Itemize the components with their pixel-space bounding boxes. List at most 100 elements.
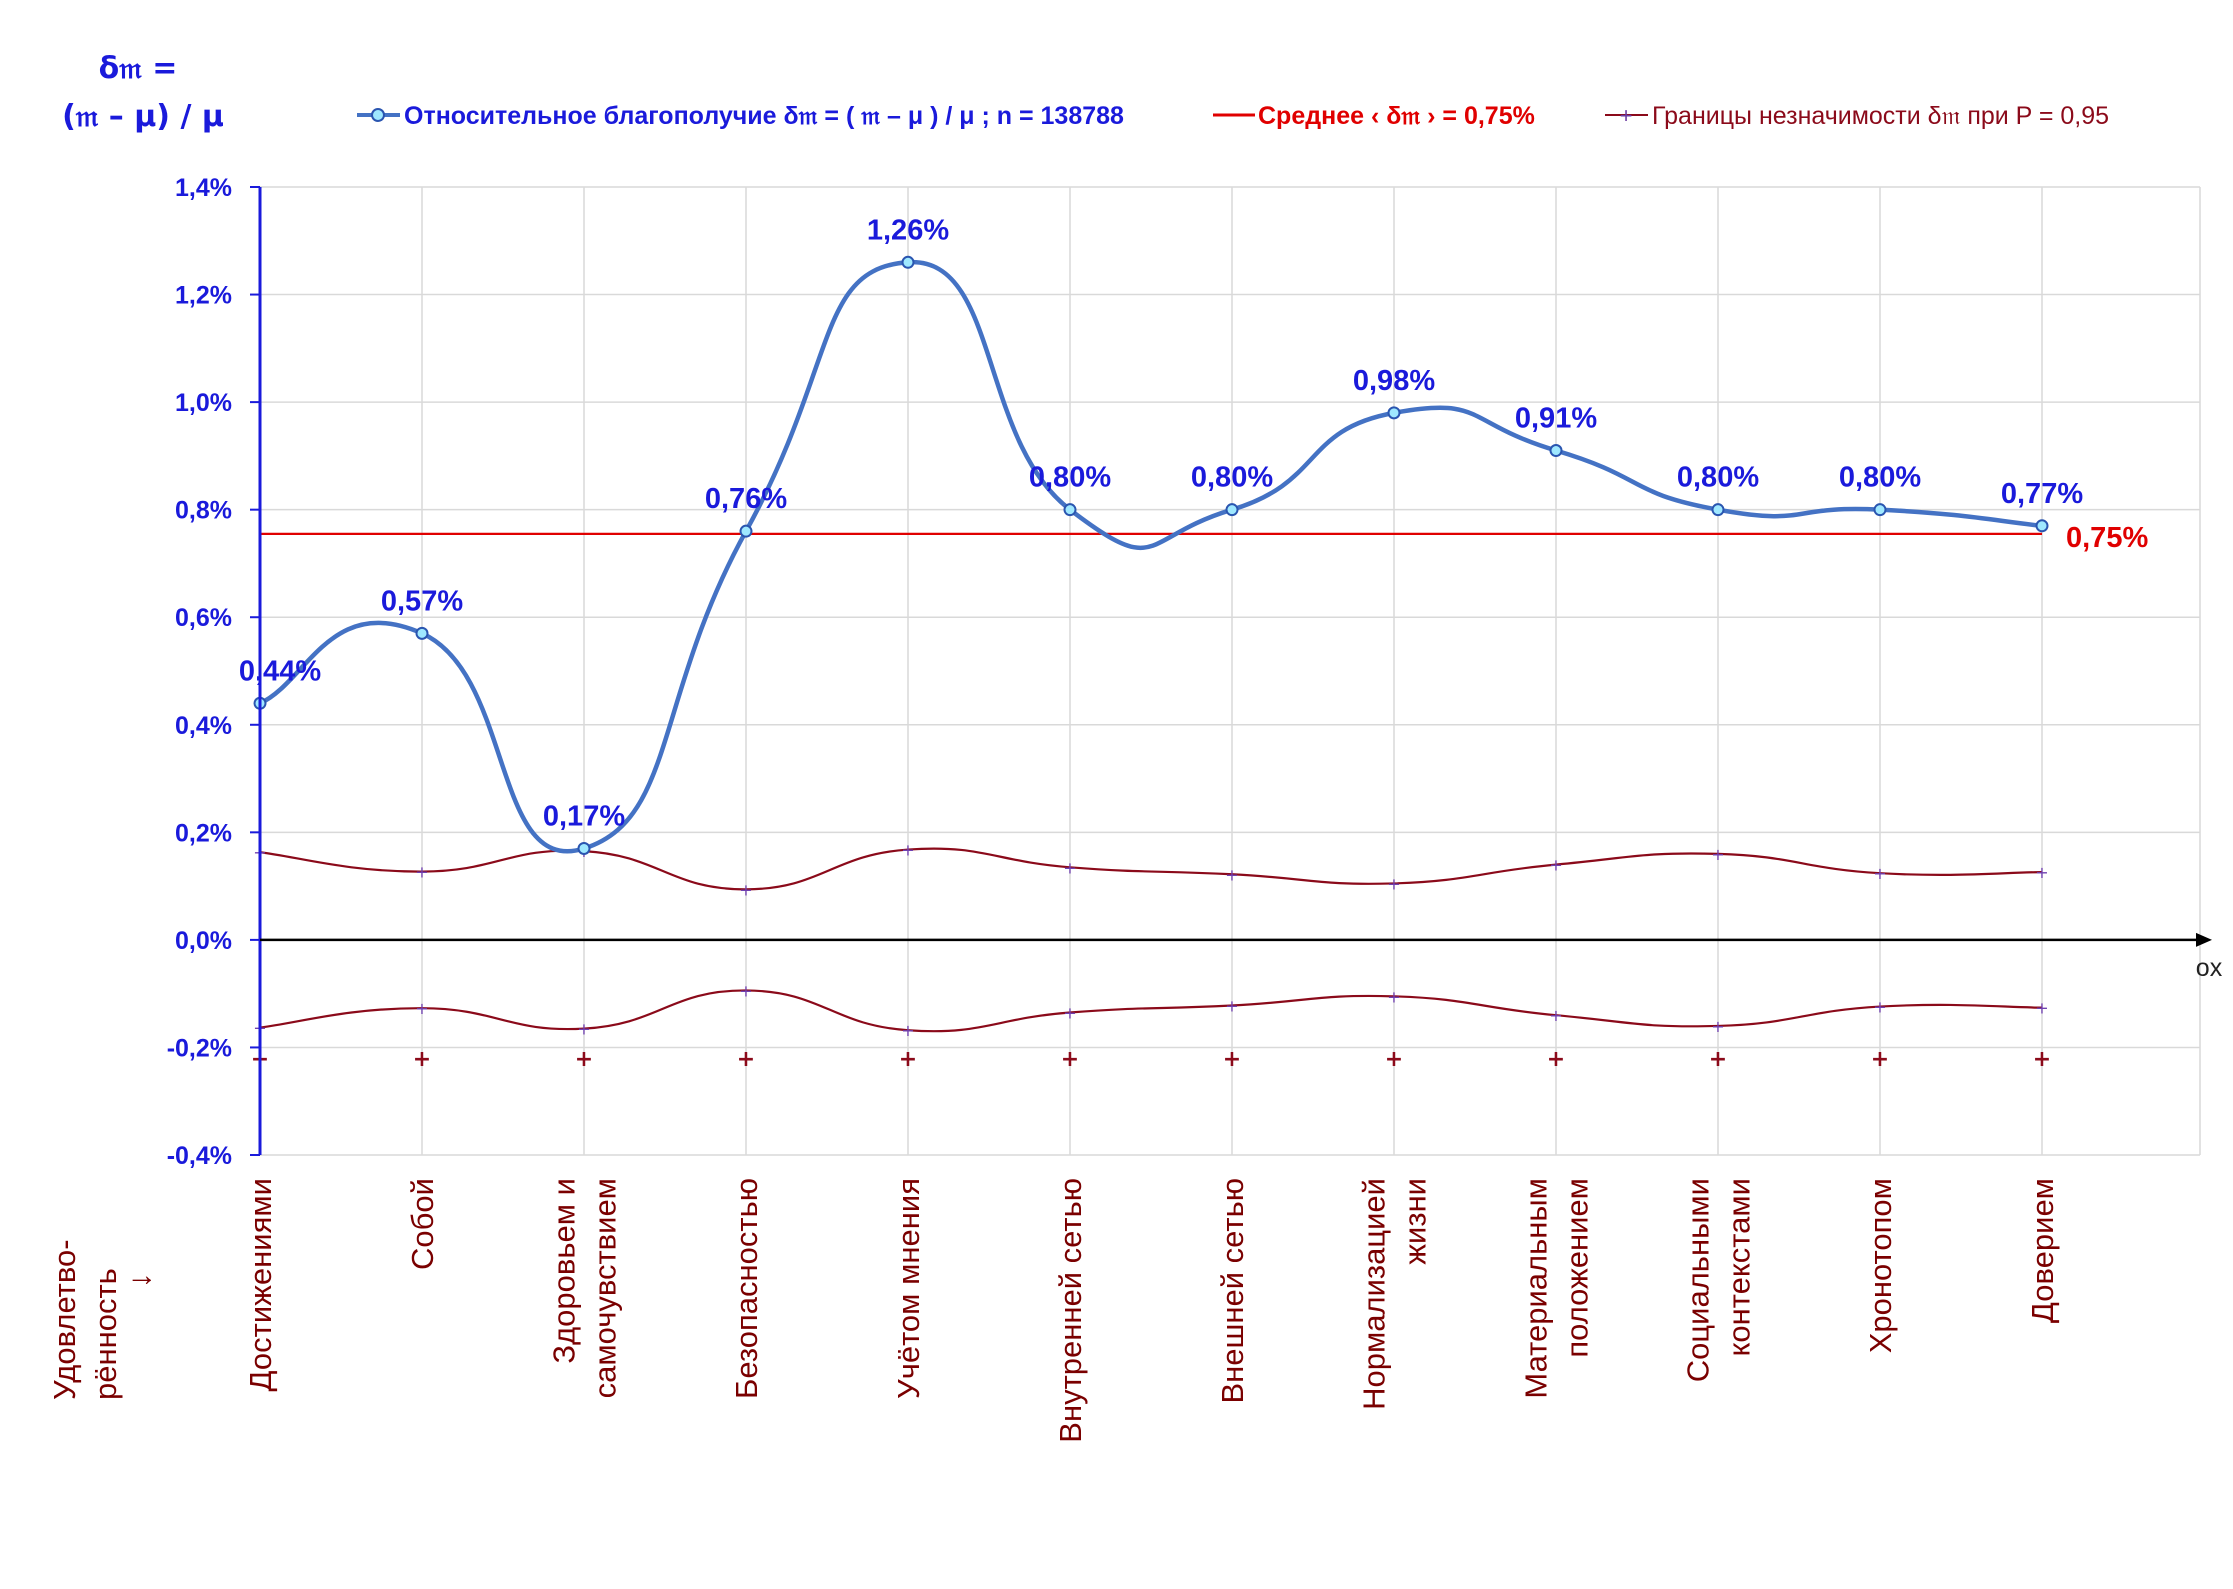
category-axis-title-line3: ↓ (122, 1273, 157, 1289)
category-axis-title-line2: рённость (88, 1268, 123, 1400)
data-label: 0,80% (1191, 462, 1273, 494)
bound-marker: + (1387, 874, 1400, 893)
category-label-line: Внутренней сетью (1053, 1178, 1088, 1443)
data-label: 0,80% (1029, 462, 1111, 494)
category-axis-title-line1: Удовлетво- (47, 1239, 82, 1400)
data-label: 0,80% (1677, 462, 1759, 494)
mean-line: 0,75% (260, 522, 2148, 554)
floor-marker: + (413, 1047, 431, 1072)
y-tick-label: 1,4% (175, 174, 232, 202)
series-point (1063, 503, 1077, 517)
bound-marker: + (2035, 999, 2048, 1018)
y-tick-label: 0,2% (175, 819, 232, 847)
y-tick-label: -0,2% (167, 1034, 232, 1062)
data-label: 0,91% (1515, 403, 1597, 435)
series-point (415, 626, 429, 640)
data-label: 1,26% (867, 214, 949, 246)
category-label: Собой (405, 1178, 440, 1270)
category-label: Социальными контекстами (1681, 1178, 1757, 1382)
category-labels: Достижениями Собой Здоровьем и самочувствие… (243, 1178, 2060, 1443)
category-label: Доверием (2025, 1178, 2060, 1323)
series-point (901, 255, 915, 269)
floor-marker: + (1871, 1047, 1889, 1072)
category-label: Учётом мнения (891, 1178, 926, 1399)
bound-marker: + (415, 999, 428, 1018)
bound-marker: + (415, 863, 428, 882)
bound-marker: + (1711, 845, 1724, 864)
bound-marker: + (1549, 856, 1562, 875)
corner-label-line2: (𝔪 – μ) / μ (62, 99, 224, 134)
category-label: Достижениями (243, 1178, 278, 1391)
legend: Относительное благополучие δ𝔪 = ( 𝔪 – μ … (357, 102, 2109, 130)
data-label: 0,76% (705, 483, 787, 515)
category-label-line: Учётом мнения (891, 1178, 926, 1399)
legend-label-bounds: Границы незначимости δ𝔪 при P = 0,95 (1652, 102, 2109, 130)
y-tick-label: 0,4% (175, 712, 232, 740)
category-label-line: самочувствием (588, 1178, 623, 1398)
series-point (1711, 503, 1725, 517)
floor-marker: + (575, 1047, 593, 1072)
bound-marker: + (2035, 863, 2048, 882)
floor-marker: + (1547, 1047, 1565, 1072)
y-tick-label: 0,6% (175, 604, 232, 632)
bound-marker: + (1225, 996, 1238, 1015)
bound-marker: + (1873, 998, 1886, 1017)
category-label-line: жизни (1398, 1178, 1433, 1265)
legend-item-series: Относительное благополучие δ𝔪 = ( 𝔪 – μ … (357, 102, 1124, 130)
y-tick-label: 0,8% (175, 497, 232, 525)
legend-item-mean: Среднее ‹ δ𝔪 › = 0,75% (1213, 102, 1535, 130)
bound-marker: + (1063, 1003, 1076, 1022)
data-label: 0,98% (1353, 365, 1435, 397)
bound-marker: + (1225, 865, 1238, 884)
legend-item-bounds: + Границы незначимости δ𝔪 при P = 0,95 (1605, 102, 2109, 130)
bound-line-upper (259, 847, 2043, 891)
series-point (1549, 444, 1563, 458)
category-label-line: Социальными (1681, 1178, 1716, 1382)
category-label: Безопасностью (729, 1178, 764, 1399)
floor-marker: + (1709, 1047, 1727, 1072)
category-label-line: Здоровьем и (547, 1178, 582, 1364)
bound-marker: + (1873, 864, 1886, 883)
y-tick-label: 0,0% (175, 927, 232, 955)
series-line (259, 260, 2043, 854)
data-label: 0,44% (239, 655, 321, 687)
mean-label: 0,75% (2066, 522, 2148, 554)
axes (258, 187, 2212, 1155)
category-label: Внутренней сетью (1053, 1178, 1088, 1443)
bound-marker: + (901, 1021, 914, 1040)
floor-marker: + (899, 1047, 917, 1072)
category-label-line: Нормализацией (1357, 1178, 1392, 1410)
series-point (1387, 406, 1401, 420)
category-label: Нормализацией жизни (1357, 1178, 1433, 1410)
category-label: Материальным положением (1519, 1178, 1595, 1399)
bound-marker: + (901, 841, 914, 860)
floor-marker: + (737, 1047, 755, 1072)
bound-marker: + (739, 880, 752, 899)
bound-marker: + (1549, 1006, 1562, 1025)
y-tick-label: 1,0% (175, 389, 232, 417)
x-axis-arrow (2196, 932, 2212, 947)
data-label: 0,80% (1839, 462, 1921, 494)
bound-marker: + (577, 1020, 590, 1039)
data-label: 0,77% (2001, 478, 2083, 510)
category-label-line: Достижениями (243, 1178, 278, 1391)
legend-label-series: Относительное благополучие δ𝔪 = ( 𝔪 – μ … (404, 102, 1124, 130)
main-series: 0,44% 0,57% 0,17% 0,76% 1,26% 0,80% 0,80% 0,98%… (239, 214, 2083, 855)
floor-marker: + (1061, 1047, 1079, 1072)
x-axis-label: ox (2196, 954, 2223, 982)
series-point (739, 524, 753, 538)
category-label-line: Внешней сетью (1215, 1178, 1250, 1404)
y-tick-label: 1,2% (175, 282, 232, 310)
category-label-line: Доверием (2025, 1178, 2060, 1323)
category-label-line: Материальным (1519, 1178, 1554, 1399)
significance-bounds: ++++++++++++++++++++++++++++++++++++ (251, 841, 2051, 1073)
y-axis-ticks: 1,4% 1,2% 1,0% 0,8% 0,6% 0,4% 0,2% 0,0% -0,2% -0,… (167, 174, 260, 1170)
y-tick-label: -0,4% (167, 1142, 232, 1170)
floor-marker: + (2033, 1047, 2051, 1072)
category-label-line: Собой (405, 1178, 440, 1270)
category-label-line: контекстами (1722, 1178, 1757, 1357)
floor-marker: + (1385, 1047, 1403, 1072)
corner-label-line1: δ𝔪 = (99, 51, 178, 86)
floor-marker: + (1223, 1047, 1241, 1072)
